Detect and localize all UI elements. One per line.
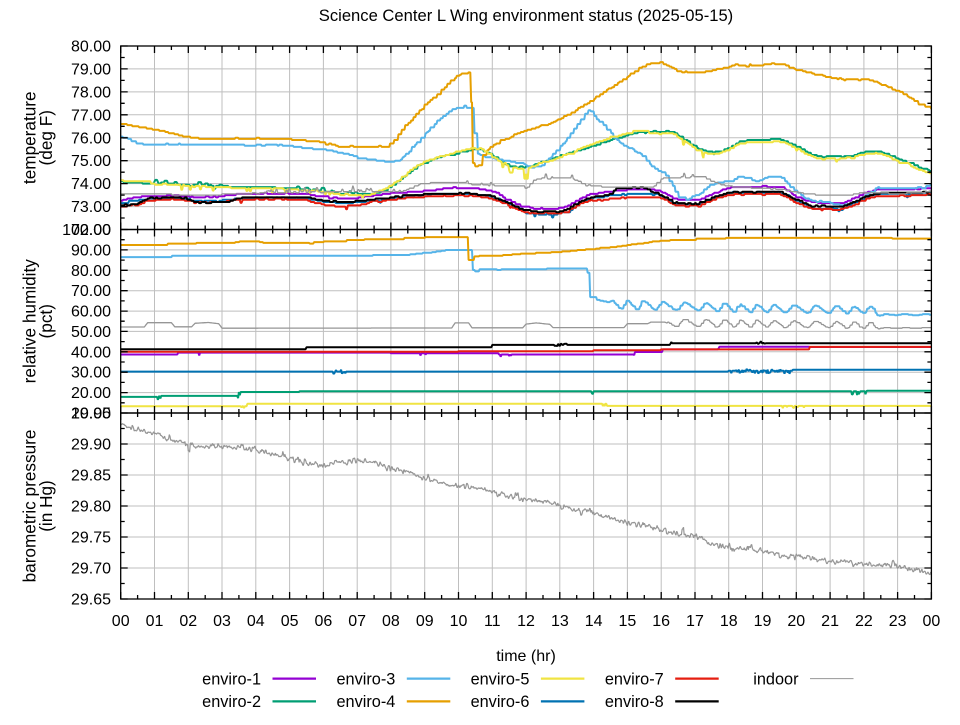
svg-text:10.00: 10.00	[71, 406, 111, 423]
svg-text:09: 09	[416, 613, 434, 630]
svg-text:75.00: 75.00	[71, 153, 111, 170]
svg-text:21: 21	[821, 613, 839, 630]
svg-text:15: 15	[619, 613, 637, 630]
svg-text:17: 17	[686, 613, 704, 630]
svg-text:00: 00	[923, 613, 941, 630]
svg-text:29.80: 29.80	[71, 499, 111, 516]
svg-text:enviro-4: enviro-4	[336, 693, 395, 711]
svg-text:04: 04	[247, 613, 265, 630]
svg-text:70.00: 70.00	[71, 283, 111, 300]
svg-text:60.00: 60.00	[71, 304, 111, 321]
svg-text:enviro-8: enviro-8	[605, 693, 664, 711]
svg-text:80.00: 80.00	[71, 39, 111, 56]
svg-text:enviro-3: enviro-3	[336, 670, 395, 688]
svg-text:29.65: 29.65	[71, 592, 111, 609]
svg-text:80.00: 80.00	[71, 263, 111, 280]
svg-text:18: 18	[720, 613, 738, 630]
svg-text:72.00: 72.00	[71, 222, 111, 239]
svg-text:enviro-6: enviro-6	[471, 693, 530, 711]
svg-text:(pct): (pct)	[36, 304, 56, 338]
svg-text:29.85: 29.85	[71, 468, 111, 485]
svg-text:03: 03	[213, 613, 231, 630]
svg-text:74.00: 74.00	[71, 176, 111, 193]
svg-text:79.00: 79.00	[71, 61, 111, 78]
svg-text:08: 08	[382, 613, 400, 630]
svg-text:29.75: 29.75	[71, 530, 111, 547]
svg-text:01: 01	[146, 613, 164, 630]
svg-text:40.00: 40.00	[71, 344, 111, 361]
svg-text:14: 14	[585, 613, 603, 630]
svg-text:10: 10	[450, 613, 468, 630]
svg-text:78.00: 78.00	[71, 84, 111, 101]
svg-text:indoor: indoor	[753, 670, 799, 688]
svg-text:Science Center L Wing environm: Science Center L Wing environment status…	[319, 6, 733, 25]
svg-text:06: 06	[314, 613, 332, 630]
svg-text:90.00: 90.00	[71, 242, 111, 259]
svg-text:enviro-5: enviro-5	[471, 670, 530, 688]
svg-text:20: 20	[787, 613, 805, 630]
svg-text:73.00: 73.00	[71, 199, 111, 216]
svg-text:enviro-1: enviro-1	[202, 670, 261, 688]
svg-text:22: 22	[855, 613, 873, 630]
svg-text:07: 07	[348, 613, 366, 630]
svg-text:50.00: 50.00	[71, 324, 111, 341]
svg-text:16: 16	[652, 613, 670, 630]
svg-text:19: 19	[754, 613, 772, 630]
svg-text:(in Hg): (in Hg)	[36, 480, 56, 532]
svg-text:29.95: 29.95	[71, 406, 111, 423]
svg-text:temperature: temperature	[20, 91, 40, 184]
svg-text:29.70: 29.70	[71, 561, 111, 578]
svg-text:77.00: 77.00	[71, 107, 111, 124]
svg-text:enviro-2: enviro-2	[202, 693, 261, 711]
svg-text:76.00: 76.00	[71, 130, 111, 147]
svg-text:02: 02	[179, 613, 197, 630]
svg-text:relative humidity: relative humidity	[20, 259, 40, 384]
svg-text:23: 23	[889, 613, 907, 630]
svg-text:(deg F): (deg F)	[36, 110, 56, 165]
svg-text:29.90: 29.90	[71, 437, 111, 454]
svg-text:12: 12	[517, 613, 535, 630]
svg-text:13: 13	[551, 613, 569, 630]
svg-text:enviro-7: enviro-7	[605, 670, 664, 688]
svg-text:20.00: 20.00	[71, 385, 111, 402]
svg-text:100.00: 100.00	[62, 222, 111, 239]
svg-text:00: 00	[112, 613, 130, 630]
svg-text:time (hr): time (hr)	[496, 648, 556, 665]
svg-text:05: 05	[281, 613, 299, 630]
svg-text:30.00: 30.00	[71, 365, 111, 382]
svg-text:11: 11	[484, 613, 501, 630]
svg-text:barometric pressure: barometric pressure	[20, 430, 40, 583]
